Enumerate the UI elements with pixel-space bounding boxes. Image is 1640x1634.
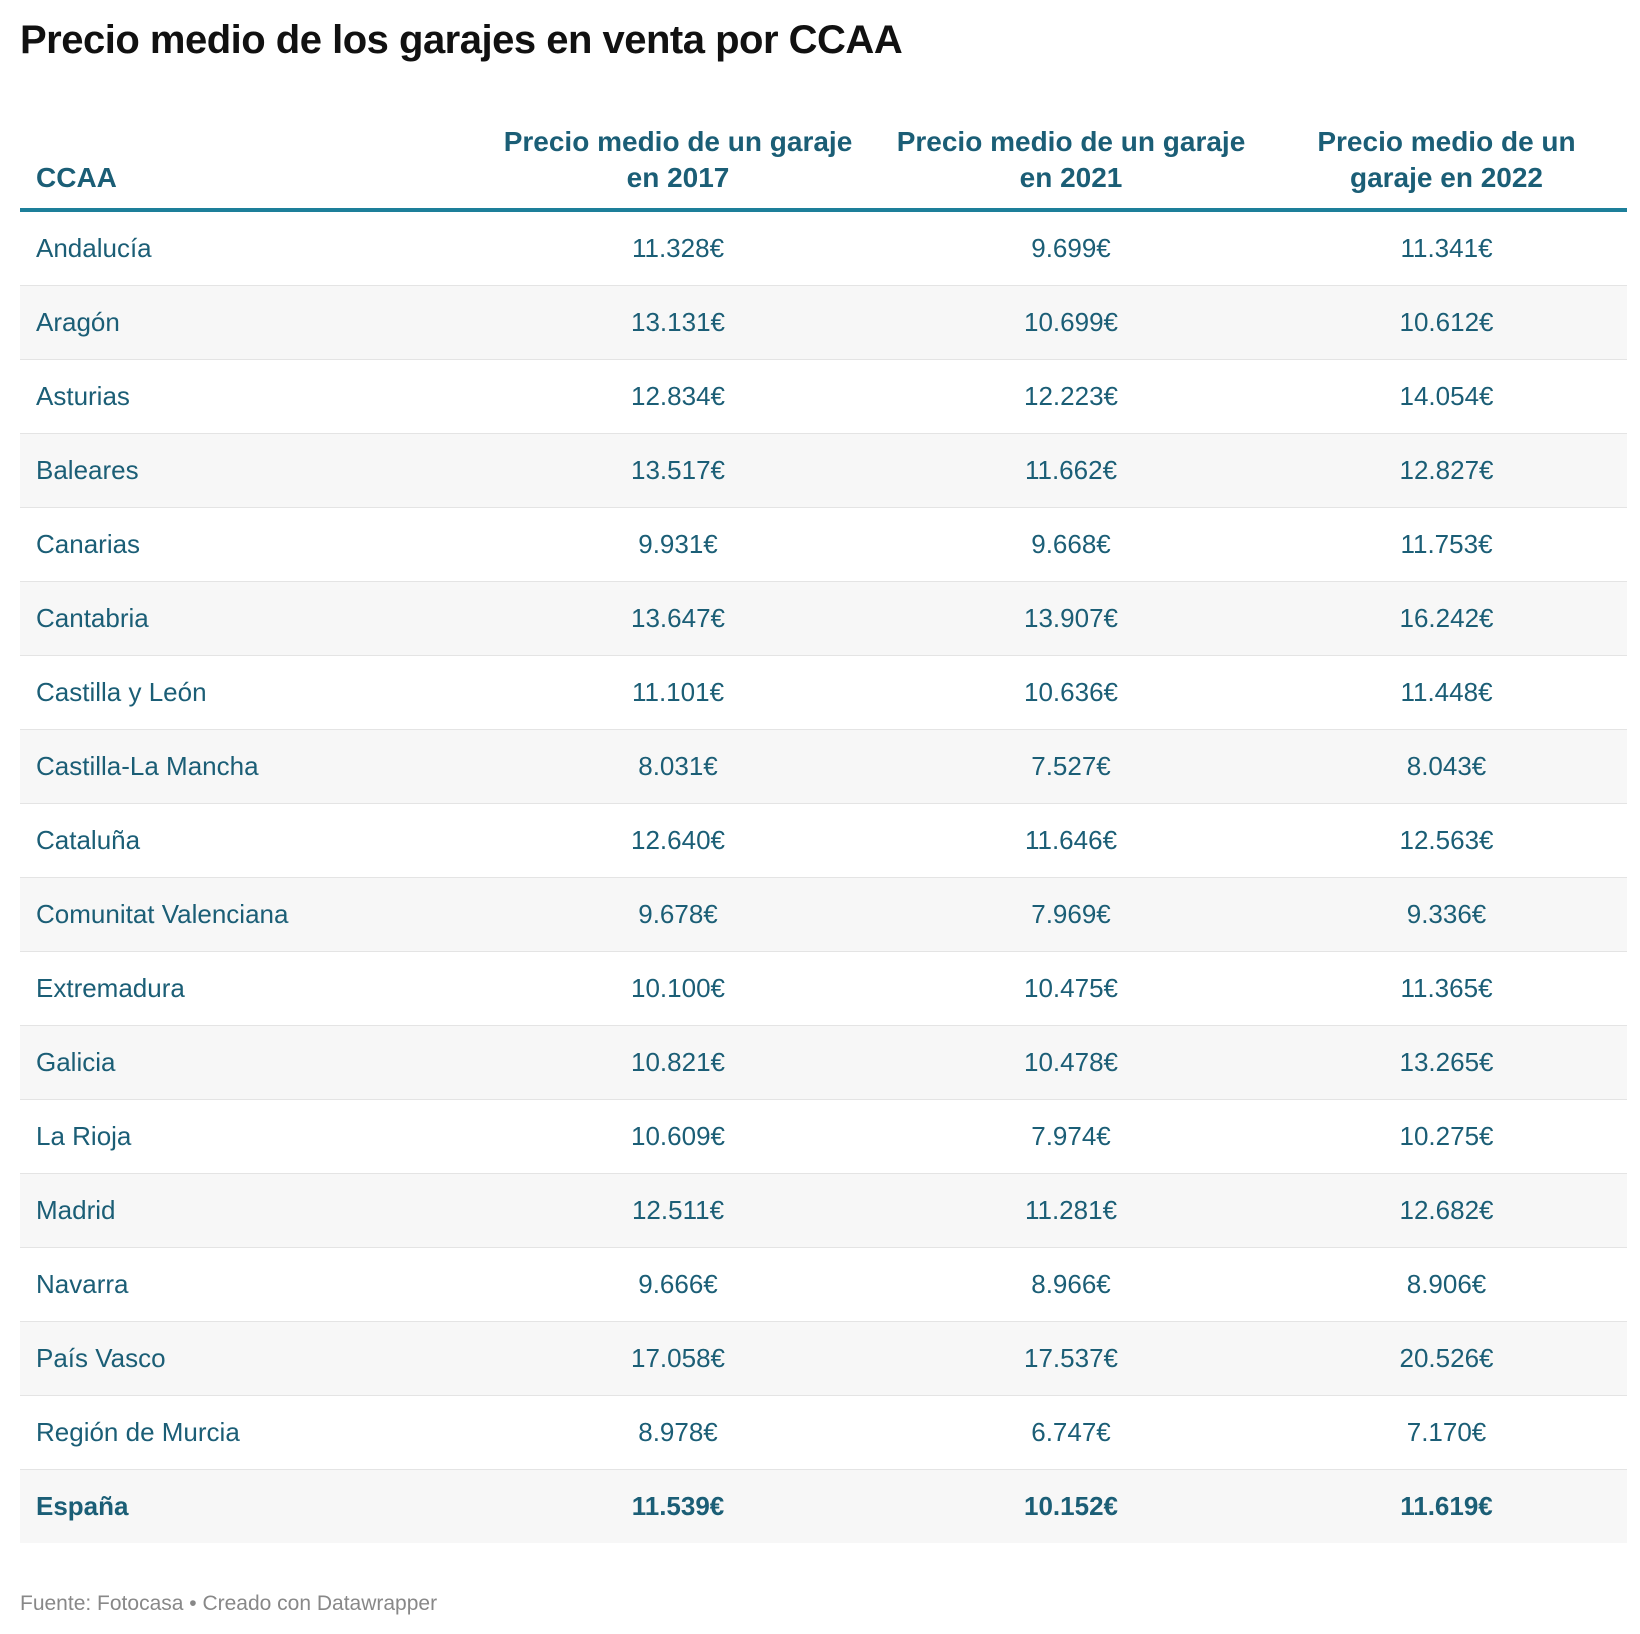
table-row: País Vasco 17.058€ 17.537€ 20.526€ (20, 1321, 1627, 1396)
cell-2021: 7.969€ (876, 877, 1266, 952)
data-table: CCAA Precio medio de un garaje en 2017 P… (20, 118, 1627, 1543)
cell-2021: 13.907€ (876, 581, 1266, 656)
cell-ccaa: Canarias (20, 507, 480, 582)
table-row: Región de Murcia 8.978€ 6.747€ 7.170€ (20, 1395, 1627, 1470)
cell-ccaa: País Vasco (20, 1321, 480, 1396)
cell-2022: 14.054€ (1266, 359, 1627, 434)
cell-2022: 11.448€ (1266, 655, 1627, 730)
column-header-2022[interactable]: Precio medio de un garaje en 2022 (1266, 118, 1627, 212)
cell-2021: 9.668€ (876, 507, 1266, 582)
cell-2022: 8.906€ (1266, 1247, 1627, 1322)
cell-2022: 11.619€ (1266, 1469, 1627, 1543)
cell-2021: 9.699€ (876, 210, 1266, 286)
cell-ccaa: Aragón (20, 285, 480, 360)
cell-ccaa: Cataluña (20, 803, 480, 878)
cell-2017: 8.031€ (480, 729, 876, 804)
cell-ccaa: Navarra (20, 1247, 480, 1322)
cell-2021: 11.281€ (876, 1173, 1266, 1248)
cell-2017: 13.517€ (480, 433, 876, 508)
cell-ccaa: Comunitat Valenciana (20, 877, 480, 952)
cell-ccaa: Castilla y León (20, 655, 480, 730)
cell-2017: 9.666€ (480, 1247, 876, 1322)
table-row: Castilla-La Mancha 8.031€ 7.527€ 8.043€ (20, 729, 1627, 804)
table-row: Comunitat Valenciana 9.678€ 7.969€ 9.336€ (20, 877, 1627, 952)
cell-ccaa: Cantabria (20, 581, 480, 656)
table-row: Canarias 9.931€ 9.668€ 11.753€ (20, 507, 1627, 582)
cell-2021: 10.636€ (876, 655, 1266, 730)
cell-2021: 10.478€ (876, 1025, 1266, 1100)
cell-2017: 9.931€ (480, 507, 876, 582)
cell-2022: 11.365€ (1266, 951, 1627, 1026)
cell-2017: 12.511€ (480, 1173, 876, 1248)
cell-2022: 20.526€ (1266, 1321, 1627, 1396)
cell-2022: 11.341€ (1266, 210, 1627, 286)
cell-2022: 10.612€ (1266, 285, 1627, 360)
header-row: CCAA Precio medio de un garaje en 2017 P… (20, 118, 1627, 212)
cell-2022: 9.336€ (1266, 877, 1627, 952)
cell-2021: 8.966€ (876, 1247, 1266, 1322)
cell-2017: 8.978€ (480, 1395, 876, 1470)
cell-2021: 7.974€ (876, 1099, 1266, 1174)
cell-ccaa: Extremadura (20, 951, 480, 1026)
column-header-ccaa[interactable]: CCAA (20, 118, 480, 212)
cell-2022: 7.170€ (1266, 1395, 1627, 1470)
cell-2017: 10.821€ (480, 1025, 876, 1100)
cell-2021: 11.646€ (876, 803, 1266, 878)
cell-ccaa: España (20, 1469, 480, 1543)
cell-ccaa: Región de Murcia (20, 1395, 480, 1470)
table-row: Madrid 12.511€ 11.281€ 12.682€ (20, 1173, 1627, 1248)
table-row: Extremadura 10.100€ 10.475€ 11.365€ (20, 951, 1627, 1026)
cell-2021: 10.152€ (876, 1469, 1266, 1543)
cell-2021: 10.475€ (876, 951, 1266, 1026)
cell-2017: 10.609€ (480, 1099, 876, 1174)
cell-2022: 12.563€ (1266, 803, 1627, 878)
cell-2017: 12.640€ (480, 803, 876, 878)
cell-ccaa: Galicia (20, 1025, 480, 1100)
table-row: Baleares 13.517€ 11.662€ 12.827€ (20, 433, 1627, 508)
cell-2022: 10.275€ (1266, 1099, 1627, 1174)
table-row: La Rioja 10.609€ 7.974€ 10.275€ (20, 1099, 1627, 1174)
cell-2017: 13.131€ (480, 285, 876, 360)
table-row: Aragón 13.131€ 10.699€ 10.612€ (20, 285, 1627, 360)
cell-2022: 16.242€ (1266, 581, 1627, 656)
cell-2017: 11.101€ (480, 655, 876, 730)
table-row: Asturias 12.834€ 12.223€ 14.054€ (20, 359, 1627, 434)
cell-2017: 11.539€ (480, 1469, 876, 1543)
table-row: Galicia 10.821€ 10.478€ 13.265€ (20, 1025, 1627, 1100)
cell-2022: 8.043€ (1266, 729, 1627, 804)
cell-2017: 9.678€ (480, 877, 876, 952)
cell-2021: 17.537€ (876, 1321, 1266, 1396)
cell-2017: 13.647€ (480, 581, 876, 656)
cell-2022: 11.753€ (1266, 507, 1627, 582)
total-row: España 11.539€ 10.152€ 11.619€ (20, 1469, 1627, 1543)
cell-2021: 12.223€ (876, 359, 1266, 434)
page-title: Precio medio de los garajes en venta por… (20, 18, 903, 62)
column-header-2021[interactable]: Precio medio de un garaje en 2021 (876, 118, 1266, 212)
source-footer: Fuente: Fotocasa • Creado con Datawrappe… (20, 1592, 438, 1615)
cell-2022: 12.682€ (1266, 1173, 1627, 1248)
cell-2021: 10.699€ (876, 285, 1266, 360)
table-row: Castilla y León 11.101€ 10.636€ 11.448€ (20, 655, 1627, 730)
cell-2021: 11.662€ (876, 433, 1266, 508)
cell-ccaa: Baleares (20, 433, 480, 508)
cell-2017: 11.328€ (480, 210, 876, 286)
table-row: Cantabria 13.647€ 13.907€ 16.242€ (20, 581, 1627, 656)
table-row: Andalucía 11.328€ 9.699€ 11.341€ (20, 210, 1627, 286)
cell-2022: 12.827€ (1266, 433, 1627, 508)
table-row: Navarra 9.666€ 8.966€ 8.906€ (20, 1247, 1627, 1322)
cell-ccaa: Andalucía (20, 210, 480, 286)
cell-2021: 7.527€ (876, 729, 1266, 804)
table-row: Cataluña 12.640€ 11.646€ 12.563€ (20, 803, 1627, 878)
cell-2017: 10.100€ (480, 951, 876, 1026)
cell-ccaa: Castilla-La Mancha (20, 729, 480, 804)
column-header-2017[interactable]: Precio medio de un garaje en 2017 (480, 118, 876, 212)
cell-ccaa: La Rioja (20, 1099, 480, 1174)
cell-2021: 6.747€ (876, 1395, 1266, 1470)
cell-ccaa: Asturias (20, 359, 480, 434)
cell-ccaa: Madrid (20, 1173, 480, 1248)
cell-2017: 17.058€ (480, 1321, 876, 1396)
cell-2022: 13.265€ (1266, 1025, 1627, 1100)
cell-2017: 12.834€ (480, 359, 876, 434)
